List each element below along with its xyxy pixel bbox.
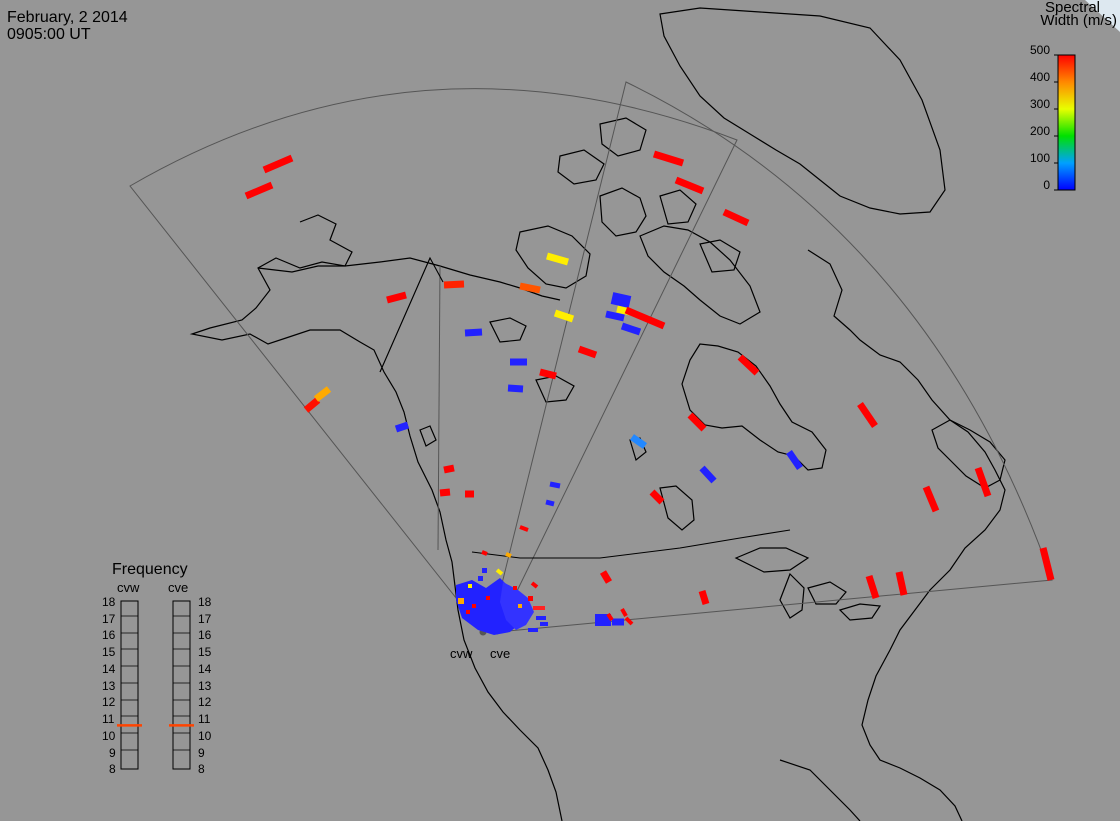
colorbar-ticks [1054,54,1058,191]
echo-cell [313,386,332,402]
echo-cell [553,309,575,323]
freq-tick-left: 13 [102,679,116,693]
echo-cell [539,368,557,380]
colorbar-tick-label: 400 [1029,70,1050,84]
colorbar-tick-label: 500 [1029,43,1050,57]
echo-cell [857,402,878,428]
echo-cell [652,150,685,167]
freq-tick-right: 18 [198,595,212,609]
echo-cell [505,552,512,558]
echo-cell [895,571,908,596]
frequency-boxes [120,600,191,770]
freq-tick-left: 10 [102,729,116,743]
freq-tick-left: 14 [102,662,116,676]
freq-tick-right: 17 [198,612,212,626]
echo-cell [546,252,569,266]
cvw-frequency-box [120,600,139,770]
echo-cell [624,616,634,626]
echo-cell [549,481,561,489]
echo-cell [674,176,705,195]
freq-tick-left: 8 [109,762,116,776]
page-corner [1085,0,1120,32]
frequency-radar-cve: cve [168,580,189,595]
freq-tick-left: 9 [109,746,116,760]
header-time: 0905:00 UT [7,26,91,43]
freq-tick-left: 16 [102,628,116,642]
colorbar-tick-label: 300 [1029,97,1050,111]
freq-tick-left: 18 [102,595,116,609]
echo-cell [443,280,465,289]
near-range-cluster [456,568,548,635]
echo-cell [722,208,750,227]
echo-cell [610,292,632,308]
echo-cell [630,434,647,449]
echo-cell [620,608,628,617]
echo-cell [922,485,940,513]
freq-tick-right: 14 [198,662,212,676]
echo-cell [386,291,407,304]
freq-tick-right: 15 [198,645,212,659]
freq-tick-right: 16 [198,628,212,642]
echo-cell [737,354,760,376]
coastlines [189,7,1006,821]
radar-label-cve: cve [490,646,511,661]
freq-tick-left: 17 [102,612,116,626]
colorbar-tick-label: 0 [1043,178,1050,192]
echo-cell [545,499,555,507]
echo-cell [443,464,455,474]
header-date: February, 2 2014 [7,9,128,26]
colorbar-title-line2: Width (m/s) [1040,12,1117,29]
echo-cell [865,574,880,600]
freq-tick-right: 9 [198,746,205,760]
echo-cell [606,612,614,622]
frequency-radar-cvw: cvw [117,580,140,595]
freq-tick-left: 15 [102,645,116,659]
freq-tick-left: 11 [102,712,115,726]
echo-cell [620,322,642,336]
freq-tick-right: 11 [198,712,211,726]
echo-cell [786,450,803,470]
echo-cell [464,328,483,337]
echo-cell [599,570,613,584]
frequency-title: Frequency [112,561,188,578]
colorbar-title-line1: Spectral [1044,0,1100,16]
echo-cell [495,568,504,576]
echo-cell [439,488,451,497]
echo-cell [244,181,274,200]
scatter-cells [244,150,1055,626]
freq-tick-right: 8 [198,762,205,776]
echo-cell [394,421,410,433]
echo-cell [974,466,992,498]
echo-cell [649,489,665,505]
echo-cell [519,282,541,294]
echo-cell [519,525,529,532]
echo-cell [605,310,625,322]
radar-label-cvw: cvw [450,646,473,661]
echo-cell [530,581,539,589]
echo-cell [687,412,707,432]
echo-cell [698,589,710,606]
colorbar-tick-label: 100 [1029,151,1050,165]
freq-tick-right: 12 [198,695,212,709]
echo-cell [481,550,488,556]
boundary-lines [379,256,791,559]
colorbar-gradient [1057,54,1076,191]
freq-tick-right: 10 [198,729,212,743]
echo-cell [507,384,524,393]
freq-tick-left: 12 [102,695,116,709]
echo-cell [624,306,666,330]
echo-cell [1039,547,1055,581]
colorbar-tick-label: 200 [1029,124,1050,138]
echo-cell [577,345,598,359]
freq-tick-right: 13 [198,679,212,693]
echo-cell [303,397,321,413]
echo-cell [262,154,294,174]
echo-cell [699,465,717,484]
cve-frequency-box [172,600,191,770]
